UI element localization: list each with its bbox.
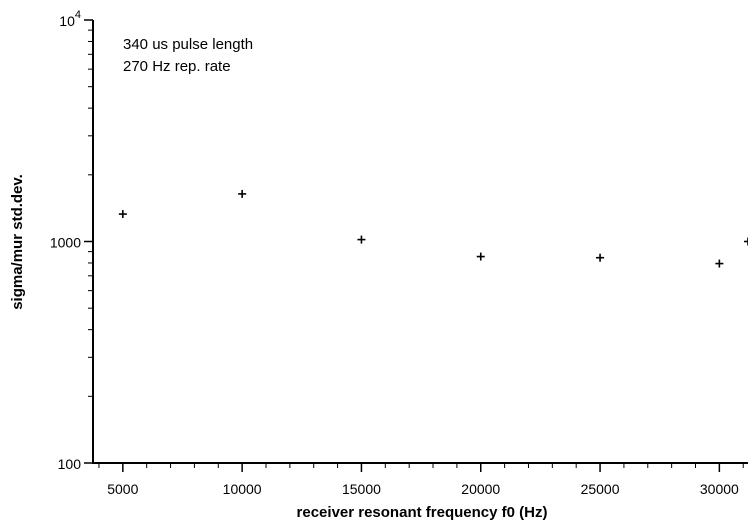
x-tick-label: 20000: [461, 481, 500, 497]
annotation-rep-rate: 270 Hz rep. rate: [123, 58, 231, 75]
axes: [92, 20, 748, 464]
y-axis-title: sigma/mur std.dev.: [9, 174, 26, 310]
x-tick-label: 15000: [342, 481, 381, 497]
y-tick-label: 104: [59, 9, 81, 29]
x-tick-label: 30000: [700, 481, 739, 497]
data-point: [238, 189, 247, 198]
data-point: [744, 237, 748, 246]
tick-labels: 5000 10000 15000 20000 25000 30000 100 1000 104: [50, 9, 739, 497]
ticks: [84, 19, 744, 472]
y-tick-label: 1000: [50, 235, 81, 251]
data-points: [118, 189, 748, 268]
x-tick-label: 5000: [107, 481, 138, 497]
y-tick-label: 100: [58, 456, 82, 472]
data-point: [476, 252, 485, 261]
data-point: [596, 253, 605, 262]
data-point: [357, 235, 366, 244]
data-point: [118, 210, 127, 219]
x-tick-label: 10000: [223, 481, 262, 497]
data-point: [715, 259, 724, 268]
x-axis-title: receiver resonant frequency f0 (Hz): [297, 504, 548, 521]
x-tick-label: 25000: [581, 481, 620, 497]
annotation-pulse-length: 340 us pulse length: [123, 36, 253, 53]
